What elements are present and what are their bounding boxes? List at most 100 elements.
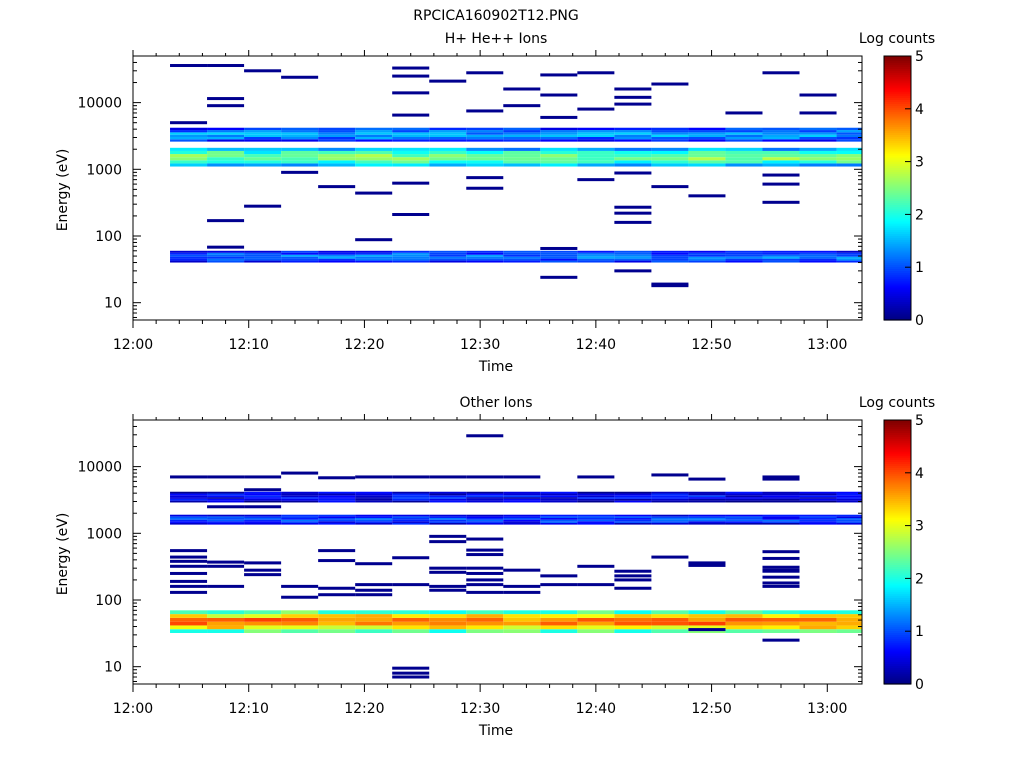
heatmap-cell xyxy=(651,250,689,253)
panel-h-he-ions: H+ He++ Ions Time Energy (eV) Log counts… xyxy=(55,31,935,375)
colorbar-swatch xyxy=(884,545,911,549)
heatmap-cell xyxy=(318,250,356,253)
heatmap-cell xyxy=(281,150,319,155)
heatmap-cell xyxy=(614,586,652,590)
heatmap-cell xyxy=(392,518,430,520)
colorbar-swatch xyxy=(884,157,911,160)
heatmap-cell xyxy=(836,500,862,503)
heatmap-cell xyxy=(577,71,615,75)
colorbar-swatch xyxy=(884,632,911,636)
heatmap-cell xyxy=(540,132,578,135)
heatmap-cell xyxy=(355,521,393,523)
heatmap-cell xyxy=(540,519,578,522)
heatmap-cell xyxy=(762,139,800,142)
colorbar-swatch xyxy=(884,198,911,201)
heatmap-cell xyxy=(836,150,862,155)
heatmap-cell xyxy=(651,160,689,164)
heatmap-cell xyxy=(762,254,800,257)
colorbar-swatch xyxy=(884,293,911,296)
heatmap-cell xyxy=(651,82,689,86)
colorbar-swatch xyxy=(884,519,911,522)
heatmap-cell xyxy=(466,514,504,517)
heatmap-cell xyxy=(244,139,282,142)
heatmap-cell xyxy=(207,519,245,522)
colorbar-swatch xyxy=(884,585,911,588)
heatmap-cell xyxy=(503,157,541,161)
heatmap-cell xyxy=(651,493,689,496)
heatmap-cell xyxy=(725,621,763,626)
colorbar-swatch xyxy=(884,243,911,247)
heatmap-cell xyxy=(577,564,615,568)
colorbar-swatch xyxy=(884,516,911,520)
heatmap-cell xyxy=(429,521,467,523)
heatmap-cell xyxy=(725,617,763,622)
colorbar-swatch xyxy=(884,483,911,487)
colorbar-swatch xyxy=(884,171,911,175)
figure-title: RPCICA160902T12.PNG xyxy=(413,8,578,24)
heatmap-cell xyxy=(614,516,652,519)
colorbar-swatch xyxy=(884,235,911,239)
colorbar-swatch xyxy=(884,541,911,545)
colorbar-swatch xyxy=(884,152,911,156)
heatmap-cell xyxy=(429,500,467,503)
heatmap-cell xyxy=(725,157,763,161)
heatmap-cell xyxy=(318,519,356,522)
heatmap-cell xyxy=(614,127,652,131)
heatmap-cell xyxy=(170,121,208,125)
heatmap-cell xyxy=(355,154,393,158)
heatmap-cell xyxy=(651,284,689,288)
heatmap-cell xyxy=(429,614,467,618)
heatmap-cell xyxy=(836,136,862,140)
colorbar-swatch xyxy=(884,291,911,294)
heatmap-cell xyxy=(318,132,356,135)
heatmap-cell xyxy=(355,621,393,626)
heatmap-cell xyxy=(170,252,208,255)
colorbar-swatch xyxy=(884,268,911,272)
heatmap-cell xyxy=(318,610,356,615)
heatmap-cell xyxy=(170,621,208,626)
colorbar-swatch xyxy=(884,572,911,576)
heatmap-cell xyxy=(540,163,578,167)
heatmap-cell xyxy=(207,163,245,167)
colorbar-swatch xyxy=(884,229,911,232)
heatmap-cell xyxy=(244,488,282,492)
heatmap-cell xyxy=(762,477,800,481)
heatmap-cell xyxy=(392,256,430,259)
heatmap-cell xyxy=(651,256,689,259)
heatmap-cell xyxy=(170,475,208,479)
heatmap-cell xyxy=(318,522,356,525)
heatmap-cell xyxy=(170,518,208,520)
heatmap-cell xyxy=(244,573,282,577)
heatmap-cell xyxy=(170,584,208,588)
colorbar-tick-label: 4 xyxy=(915,466,924,482)
heatmap-cell xyxy=(651,629,689,633)
colorbar-swatch xyxy=(884,105,911,109)
colorbar-swatch xyxy=(884,665,911,669)
heatmap-cell xyxy=(688,157,726,161)
colorbar-swatch xyxy=(884,607,911,611)
colorbar-swatch xyxy=(884,89,911,92)
heatmap-cell xyxy=(466,130,504,133)
heatmap-cell xyxy=(540,115,578,119)
colorbar-swatch xyxy=(884,278,911,282)
heatmap-cell xyxy=(503,522,541,525)
colorbar-swatch xyxy=(884,486,911,489)
heatmap-cell xyxy=(799,254,837,257)
heatmap-cell xyxy=(503,584,541,588)
colorbar-swatch xyxy=(884,422,911,425)
heatmap-cell xyxy=(688,491,726,494)
heatmap-cell xyxy=(244,625,282,630)
colorbar-swatch xyxy=(884,303,911,307)
colorbar-swatch xyxy=(884,514,911,518)
heatmap-cell xyxy=(170,260,208,263)
heatmap-cell xyxy=(725,250,763,253)
heatmap-cell xyxy=(355,163,393,167)
heatmap-cell xyxy=(762,200,800,204)
colorbar-swatch xyxy=(884,161,911,164)
heatmap-cell xyxy=(540,260,578,263)
heatmap-cell xyxy=(836,498,862,501)
heatmap-cell xyxy=(207,256,245,259)
heatmap-cell xyxy=(762,621,800,626)
heatmap-cell xyxy=(540,154,578,158)
x-tick-label: 12:40 xyxy=(576,701,616,717)
